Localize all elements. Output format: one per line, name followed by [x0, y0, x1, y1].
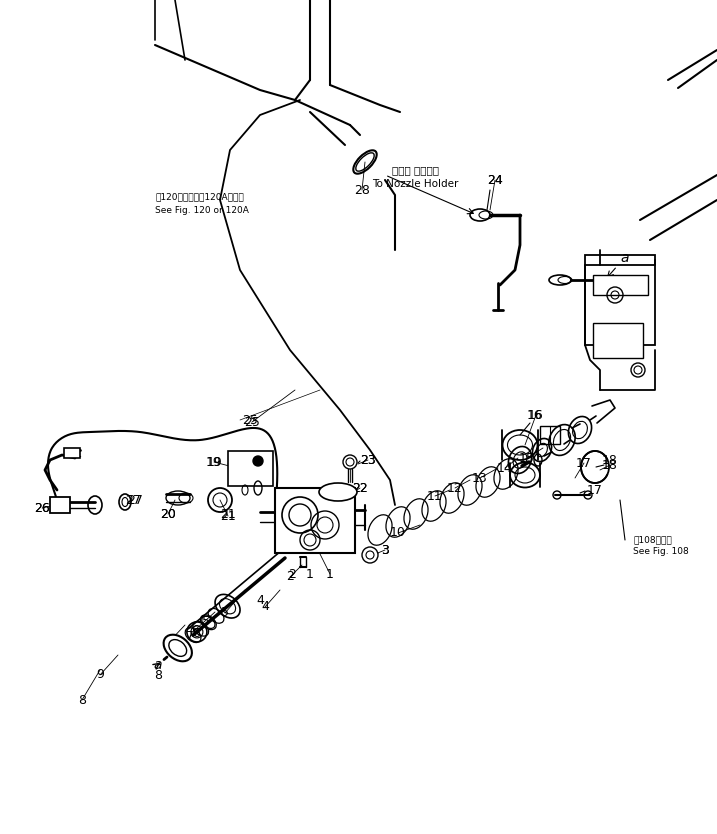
Text: 28: 28 [354, 183, 370, 197]
Text: 2: 2 [286, 570, 294, 584]
Text: 17: 17 [587, 484, 603, 496]
Text: 20: 20 [160, 508, 176, 520]
Text: 8: 8 [153, 670, 162, 682]
Text: a: a [153, 657, 162, 671]
Text: 第120図または第120A図参照: 第120図または第120A図参照 [155, 193, 244, 202]
Text: 25: 25 [244, 415, 260, 429]
Text: 6: 6 [191, 624, 199, 636]
Text: 3: 3 [381, 544, 389, 556]
Text: 24: 24 [487, 173, 503, 187]
Text: 4: 4 [261, 600, 269, 614]
Text: 17: 17 [576, 456, 592, 470]
Text: 3: 3 [381, 544, 389, 556]
Text: 16: 16 [528, 409, 544, 421]
Text: 22: 22 [352, 481, 368, 495]
Bar [275, 488, 355, 552]
Circle shape [253, 456, 263, 466]
Text: 25: 25 [242, 414, 258, 426]
Text: 24: 24 [487, 173, 503, 187]
Bar [50, 497, 70, 513]
Text: 9: 9 [179, 643, 187, 656]
Circle shape [362, 547, 378, 563]
Bar [64, 448, 80, 458]
Text: 16: 16 [527, 409, 543, 421]
Text: 6: 6 [192, 627, 200, 641]
Text: 9: 9 [96, 669, 104, 681]
Text: 7: 7 [164, 636, 172, 650]
Text: 19: 19 [207, 455, 223, 469]
Text: See Fig. 108: See Fig. 108 [633, 547, 689, 556]
Text: 12: 12 [447, 481, 463, 495]
Text: 1: 1 [326, 567, 334, 580]
Bar [540, 426, 560, 444]
Text: 21: 21 [220, 508, 236, 520]
Text: 23: 23 [360, 454, 376, 466]
Circle shape [343, 455, 357, 469]
Text: 1: 1 [306, 567, 314, 580]
Text: 13: 13 [472, 471, 488, 485]
Text: 23: 23 [360, 454, 376, 466]
Text: 2: 2 [288, 567, 296, 580]
Text: 5: 5 [221, 606, 229, 620]
Text: 15: 15 [519, 451, 535, 465]
Text: 7: 7 [186, 630, 194, 643]
Text: 11: 11 [427, 490, 443, 503]
Text: 27: 27 [127, 494, 143, 506]
Text: 5: 5 [201, 615, 209, 628]
Ellipse shape [163, 635, 192, 661]
Text: 26: 26 [34, 501, 50, 515]
Text: 19: 19 [206, 455, 222, 469]
Text: 18: 18 [602, 454, 618, 466]
Text: 26: 26 [34, 501, 50, 515]
Bar [592, 275, 647, 295]
Bar [227, 450, 272, 485]
Text: 27: 27 [125, 494, 141, 506]
Text: ノズル ホルダへ: ノズル ホルダへ [391, 165, 439, 175]
Text: To Nozzle Holder: To Nozzle Holder [372, 179, 458, 189]
Bar [585, 255, 655, 345]
Text: a: a [607, 251, 629, 277]
Text: 14: 14 [497, 461, 513, 475]
Text: 22: 22 [352, 481, 368, 495]
Text: 18: 18 [602, 459, 618, 471]
Text: 第108図参照: 第108図参照 [633, 535, 672, 545]
Text: 21: 21 [220, 510, 236, 522]
Text: See Fig. 120 or 120A: See Fig. 120 or 120A [155, 205, 249, 214]
Bar [593, 323, 643, 358]
Text: 20: 20 [160, 508, 176, 520]
Ellipse shape [319, 483, 357, 501]
Text: 8: 8 [78, 694, 86, 706]
Text: 10: 10 [390, 526, 406, 540]
Text: 4: 4 [256, 594, 264, 606]
Ellipse shape [169, 640, 186, 656]
